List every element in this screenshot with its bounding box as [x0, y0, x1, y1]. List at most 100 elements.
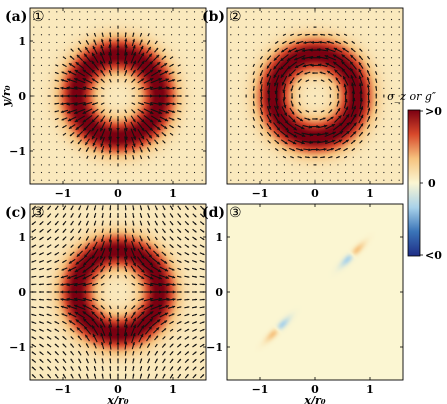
quiver-dot [268, 156, 270, 158]
quiver-dot [237, 133, 240, 135]
y-tick-label: 0 [18, 90, 26, 103]
quiver-dot [117, 87, 119, 89]
quiver-dot [117, 18, 119, 21]
quiver-arrowhead [186, 359, 189, 362]
quiver-dot [299, 179, 301, 181]
quiver-dot [63, 164, 66, 166]
quiver-arrowhead [155, 335, 159, 338]
quiver-arrowhead [46, 275, 49, 278]
quiver-dot [322, 87, 324, 89]
quiver-dot [170, 18, 173, 21]
quiver-dot [94, 18, 96, 21]
quiver-arrowhead [91, 127, 95, 132]
quiver-arrowhead [267, 98, 271, 102]
quiver-arrowhead [179, 64, 181, 66]
quiver-arrowhead [148, 238, 150, 241]
quiver-dot [283, 171, 285, 174]
quiver-dot [360, 156, 362, 158]
quiver-dot [230, 148, 232, 151]
quiver-dot [186, 34, 188, 36]
quiver-dot [306, 11, 308, 13]
quiver-arrowhead [31, 359, 34, 362]
quiver-arrowhead [141, 86, 144, 90]
quiver-arrowhead [305, 80, 308, 82]
quiver-arrowhead [124, 150, 128, 154]
quiver-arrowhead [148, 53, 152, 58]
quiver-arrowhead [75, 319, 80, 323]
quiver-arrowhead [54, 298, 57, 301]
quiver-dot [383, 103, 385, 105]
quiver-arrowhead [260, 119, 263, 122]
quiver-arrowhead [31, 298, 34, 301]
quiver-dot [398, 95, 400, 97]
quiver-arrowhead [171, 71, 175, 74]
quiver-dot [163, 148, 165, 151]
quiver-arrowhead [70, 48, 73, 51]
quiver-arrowhead [31, 253, 34, 255]
quiver-arrowhead [116, 248, 120, 252]
quiver-arrowhead [39, 336, 42, 339]
quiver-arrowhead [171, 268, 175, 271]
quiver-dot [186, 57, 188, 59]
quiver-arrowhead [303, 41, 307, 45]
quiver-arrowhead [116, 269, 120, 272]
quiver-arrowhead [299, 96, 301, 98]
quiver-dot [40, 148, 43, 151]
quiver-dot [170, 156, 173, 158]
quiver-arrowhead [124, 70, 128, 73]
quiver-dot [33, 148, 35, 151]
quiver-dot [253, 49, 255, 51]
quiver-arrowhead [116, 119, 120, 122]
quiver-dot [383, 49, 385, 51]
quiver-dot [201, 164, 203, 166]
quiver-arrowhead [187, 291, 190, 293]
quiver-dot [140, 164, 142, 166]
quiver-arrowhead [179, 72, 181, 74]
quiver-arrowhead [100, 119, 104, 123]
quiver-arrowhead [60, 305, 64, 309]
quiver-arrowhead [78, 223, 81, 226]
quiver-arrowhead [195, 275, 197, 278]
quiver-arrowhead [55, 374, 58, 377]
x-tick-label: −1 [252, 187, 269, 200]
quiver-arrowhead [31, 283, 34, 286]
quiver-arrowhead [166, 86, 170, 90]
quiver-dot [237, 11, 240, 13]
quiver-arrowhead [284, 120, 288, 124]
quiver-arrowhead [194, 344, 197, 346]
quiver-arrowhead [77, 335, 81, 338]
quiver-arrowhead [78, 366, 81, 369]
quiver-arrowhead [297, 34, 300, 36]
quiver-arrowhead [179, 276, 182, 278]
quiver-dot [33, 87, 35, 89]
quiver-dot [237, 103, 240, 105]
quiver-dot [390, 133, 393, 135]
quiver-dot [148, 26, 150, 28]
quiver-arrowhead [194, 230, 197, 233]
quiver-arrowhead [54, 87, 57, 90]
quiver-arrowhead [140, 215, 143, 218]
quiver-dot [109, 164, 111, 166]
quiver-arrowhead [140, 157, 142, 159]
quiver-arrowhead [76, 134, 80, 138]
quiver-dot [79, 179, 81, 181]
quiver-arrowhead [39, 374, 42, 377]
quiver-dot [253, 156, 255, 158]
quiver-arrowhead [86, 208, 89, 211]
quiver-arrowhead [178, 359, 181, 361]
quiver-arrowhead [76, 253, 80, 257]
quiver-arrowhead [301, 48, 306, 53]
quiver-dot [237, 110, 240, 112]
quiver-dot [40, 126, 43, 128]
quiver-dot [390, 179, 393, 181]
quiver-arrowhead [54, 343, 57, 346]
quiver-arrowhead [171, 260, 174, 263]
quiver-arrowhead [132, 311, 136, 315]
quiver-dot [322, 164, 324, 166]
quiver-arrowhead [100, 143, 104, 147]
quiver-arrowhead [46, 260, 49, 263]
quiver-arrowhead [202, 207, 204, 210]
quiver-arrowhead [140, 366, 143, 369]
quiver-dot [398, 133, 400, 135]
